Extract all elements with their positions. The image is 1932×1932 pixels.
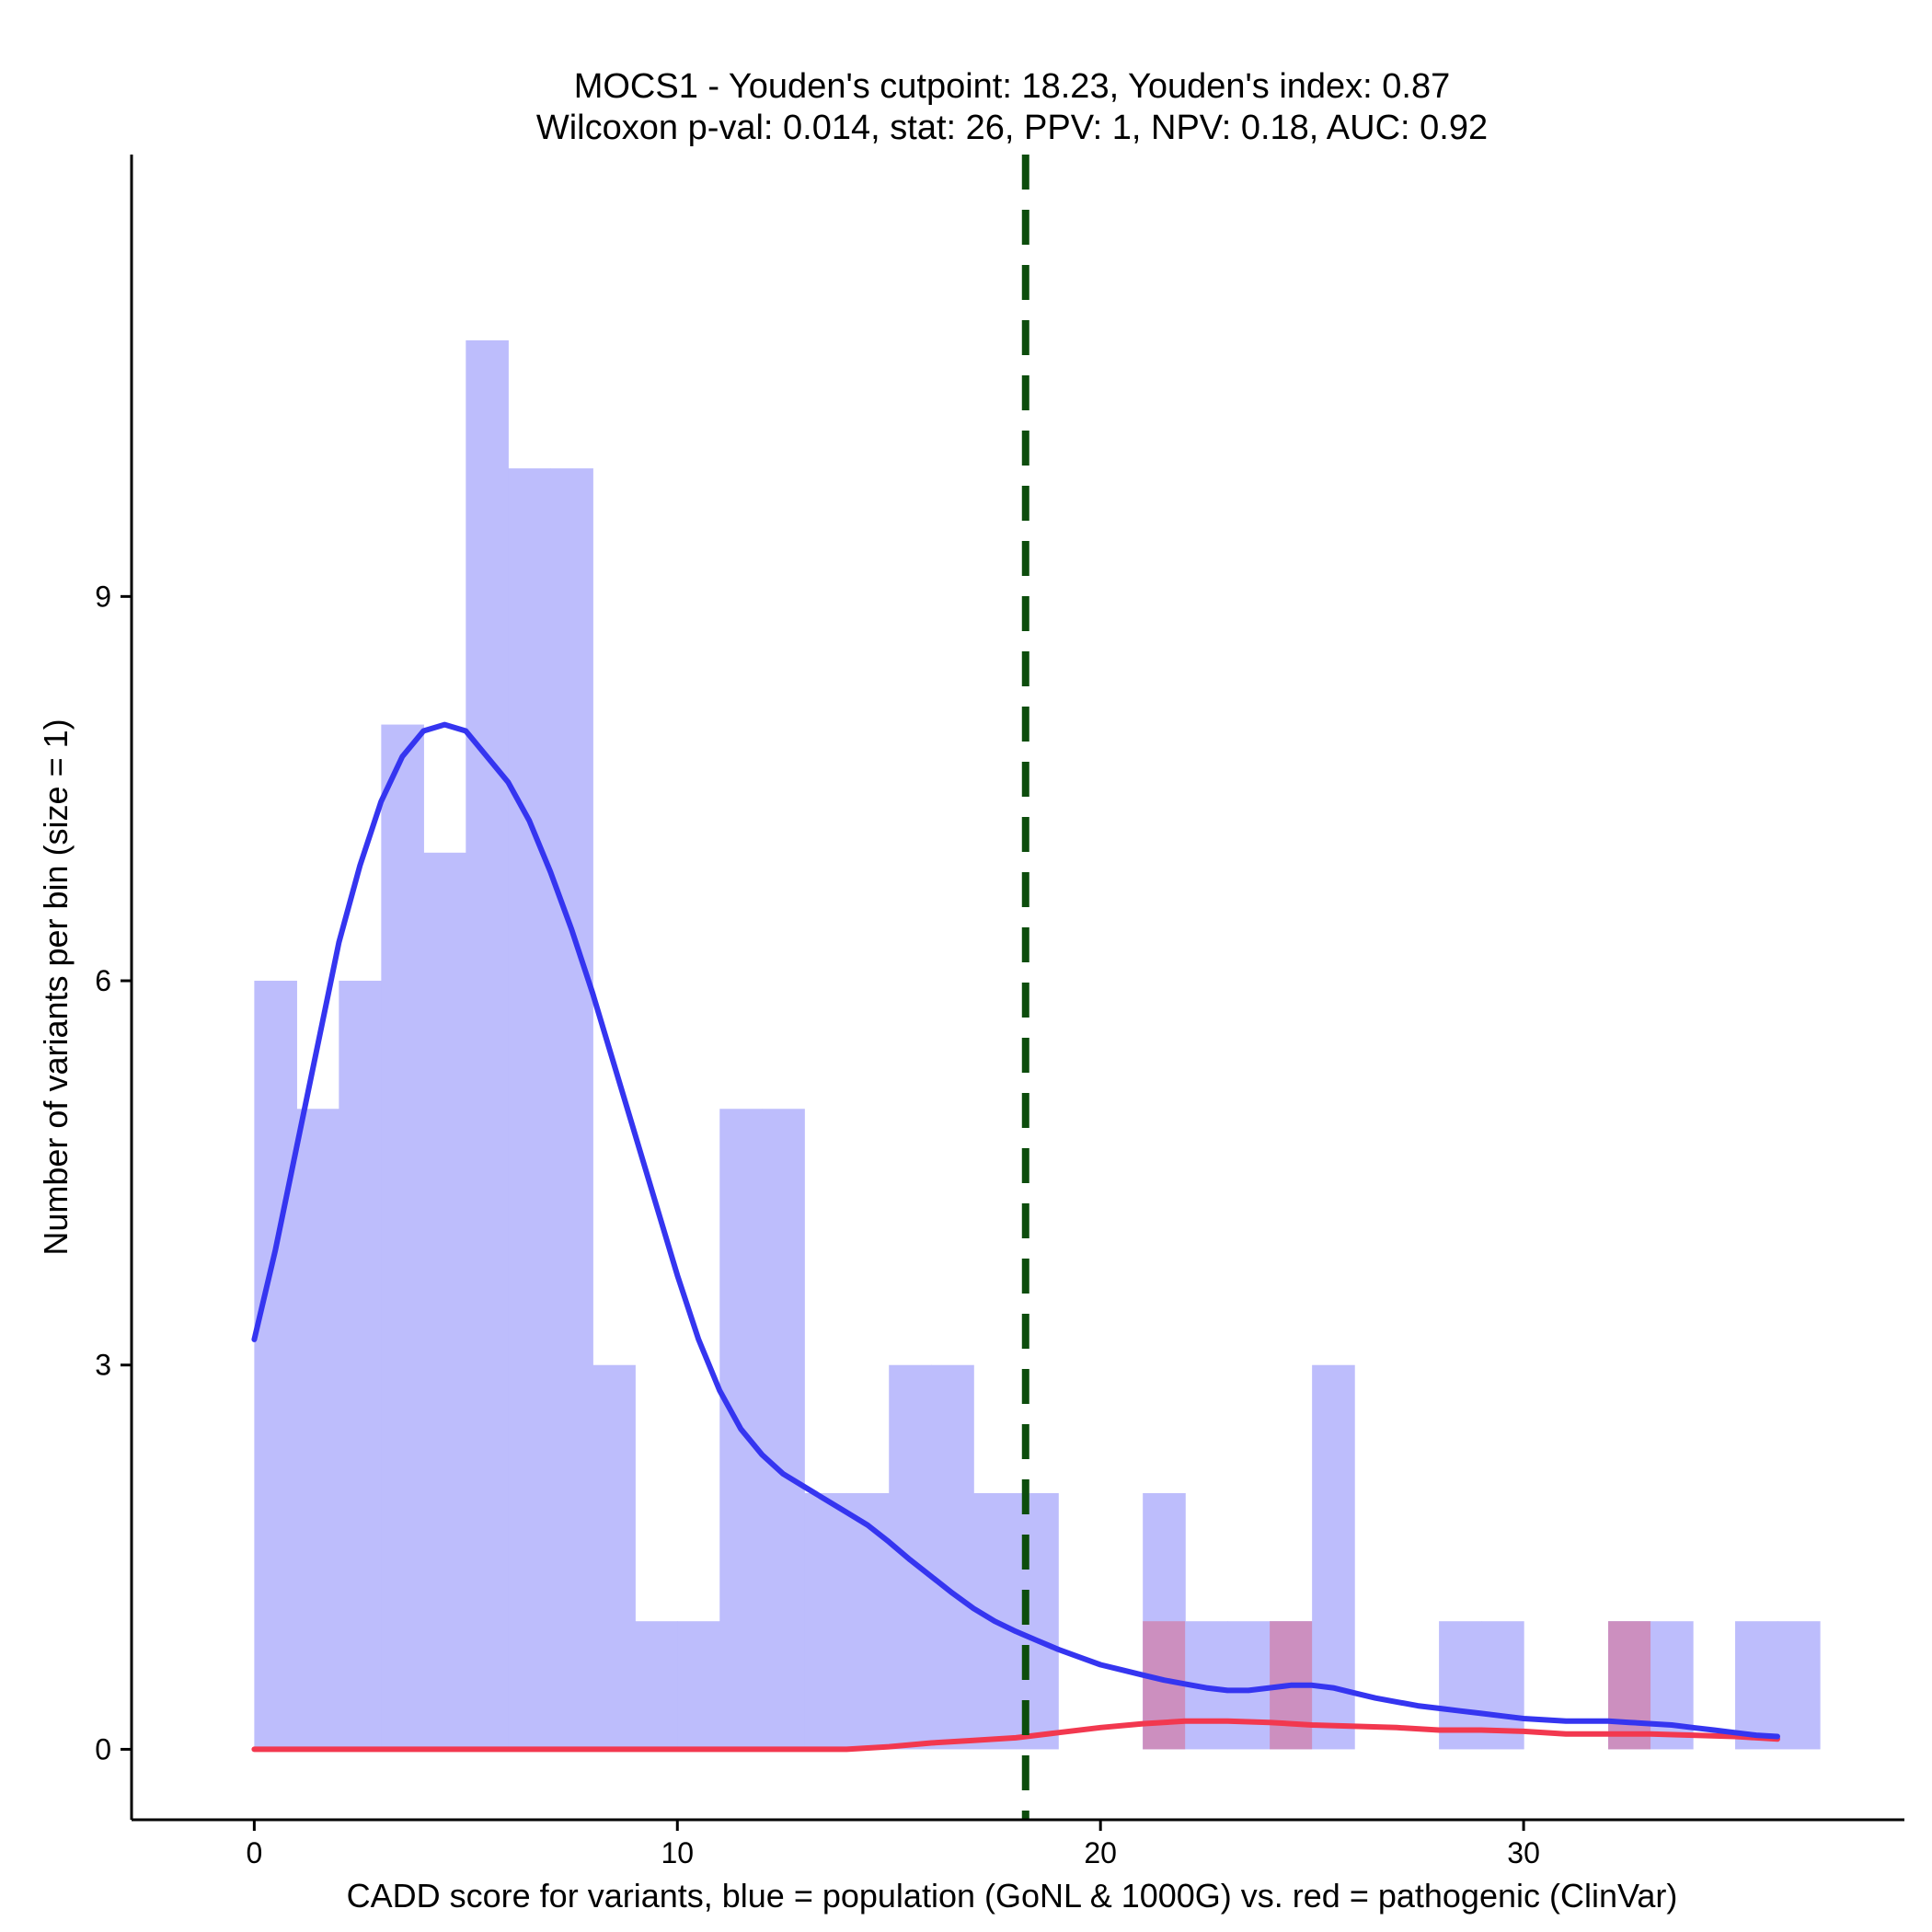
pathogenic-density-line: [251, 1718, 1780, 1753]
axes: 0 10 20 30 0 3 6 9: [95, 155, 1904, 1869]
chart-title-line2: Wilcoxon p-val: 0.014, stat: 26, PPV: 1,…: [536, 109, 1488, 147]
x-tick-label: 10: [661, 1836, 694, 1869]
population-bar: [677, 1621, 720, 1750]
y-tick-label: 6: [95, 964, 111, 997]
population-bar: [1735, 1621, 1778, 1750]
pathogenic-bar: [1608, 1621, 1651, 1750]
population-bar: [508, 468, 551, 1750]
x-tick-label: 20: [1084, 1836, 1117, 1869]
population-bar: [381, 724, 424, 1750]
population-bar: [466, 339, 509, 1750]
y-tick-label: 3: [95, 1349, 111, 1382]
y-tick-label: 9: [95, 580, 111, 613]
population-bar: [931, 1364, 974, 1750]
x-tick-label: 30: [1507, 1836, 1540, 1869]
y-tick-label: 0: [95, 1732, 111, 1765]
population-bar: [762, 1109, 805, 1750]
chart-title-line1: MOCS1 - Youden's cutpoint: 18.23, Youden…: [574, 67, 1451, 106]
population-bar: [846, 1492, 890, 1750]
y-axis-title: Number of variants per bin (size = 1): [37, 719, 75, 1255]
population-bar: [592, 1364, 636, 1750]
population-bar: [1650, 1621, 1694, 1750]
population-bar: [635, 1621, 678, 1750]
population-density-line: [251, 721, 1780, 1740]
x-tick-label: 0: [246, 1836, 262, 1869]
population-bar: [254, 981, 297, 1750]
density-curves: [251, 721, 1780, 1753]
population-bar: [804, 1492, 847, 1750]
x-axis-title: CADD score for variants, blue = populati…: [347, 1877, 1678, 1915]
population-bar: [296, 1109, 339, 1750]
population-bar: [1777, 1621, 1821, 1750]
population-bar: [339, 981, 382, 1750]
population-bars: [254, 339, 1821, 1750]
population-bar: [1227, 1621, 1271, 1750]
population-bar: [423, 852, 466, 1750]
population-bar: [550, 468, 593, 1750]
